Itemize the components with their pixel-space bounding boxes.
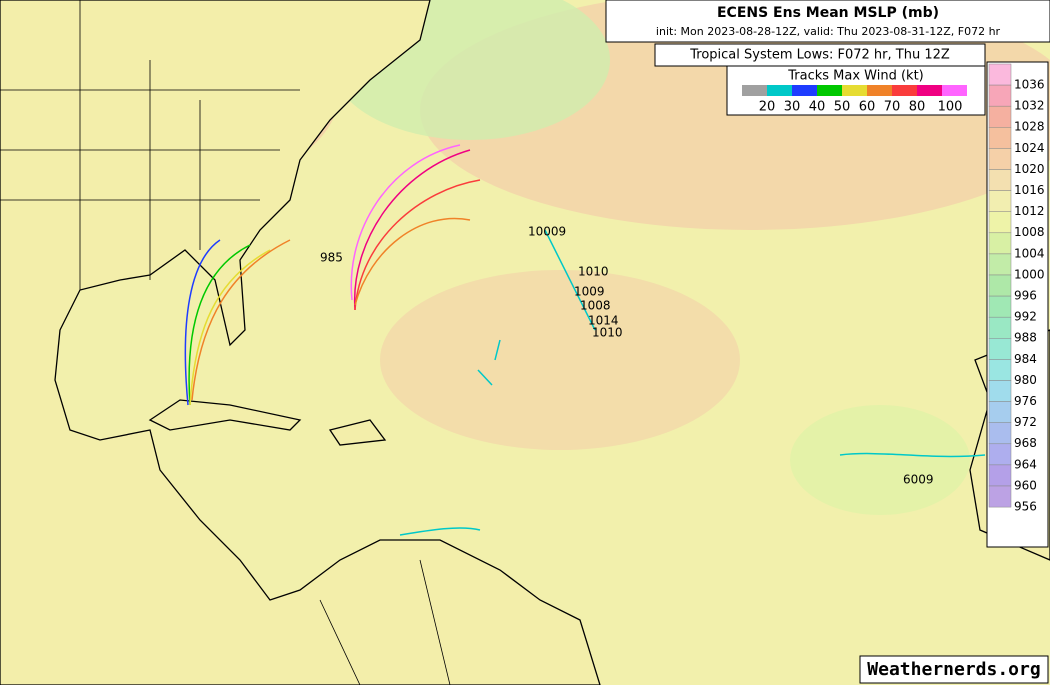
watermark: Weathernerds.org (867, 659, 1040, 680)
track-label: 1008 (580, 299, 611, 313)
track-label: 1009 (574, 285, 605, 299)
colorbar-swatch (988, 401, 1012, 423)
colorbar-label: 988 (1014, 331, 1037, 345)
colorbar-swatch (988, 169, 1012, 191)
wind-label: 40 (809, 100, 826, 115)
colorbar-swatch (988, 464, 1012, 487)
colorbar-label: 1004 (1014, 246, 1045, 260)
colorbar-label: 996 (1014, 289, 1037, 303)
track-label: 10009 (528, 225, 566, 239)
colorbar-swatch (988, 443, 1012, 466)
lows-title: Tropical System Lows: F072 hr, Thu 12Z (689, 48, 950, 63)
colorbar-swatch (988, 127, 1012, 149)
colorbar-label: 1020 (1014, 162, 1045, 176)
colorbar-swatch (988, 422, 1012, 445)
wind-label: 50 (834, 100, 851, 115)
wind-swatch (767, 85, 792, 96)
colorbar-label: 1024 (1014, 141, 1045, 155)
wind-swatch (817, 85, 842, 96)
colorbar-label: 1028 (1014, 120, 1045, 134)
colorbar-label: 956 (1014, 500, 1037, 514)
colorbar-swatch (988, 148, 1012, 170)
track-label: 6009 (903, 473, 934, 487)
wind-swatch (917, 85, 942, 96)
title: ECENS Ens Mean MSLP (mb) (717, 5, 939, 21)
colorbar-label: 1012 (1014, 204, 1045, 218)
wind-label: 80 (909, 100, 926, 115)
subtitle: init: Mon 2023-08-28-12Z, valid: Thu 202… (656, 25, 1001, 38)
colorbar-swatch (988, 295, 1012, 318)
colorbar-swatch (988, 211, 1012, 234)
colorbar: 1036 1032 1028 1024 1020 1016 1012 1008 1004 1000… (986, 61, 1049, 548)
colorbar-swatch (988, 84, 1012, 107)
wind-swatch (842, 85, 867, 96)
colorbar-swatch (988, 105, 1012, 128)
colorbar-label: 1036 (1014, 78, 1045, 92)
colorbar-swatch (988, 190, 1012, 212)
colorbar-label: 1008 (1014, 225, 1045, 239)
watermark-box: Weathernerds.org (859, 655, 1049, 684)
colorbar-swatch (988, 253, 1012, 276)
wind-legend: Tracks Max Wind (kt) 20 30 40 50 60 70 80 100 (726, 65, 986, 116)
colorbar-label: 960 (1014, 478, 1037, 492)
track-label: 1014 (588, 314, 619, 328)
wind-swatch (742, 85, 767, 96)
wind-label: 30 (784, 100, 801, 115)
colorbar-label: 1000 (1014, 267, 1045, 281)
track-label: 1010 (592, 326, 623, 340)
colorbar-label: 964 (1014, 457, 1037, 471)
colorbar-swatch (988, 274, 1012, 297)
track-label: 985 (320, 251, 343, 265)
wind-swatch (867, 85, 892, 96)
colorbar-swatch (988, 380, 1012, 402)
colorbar-swatch (988, 359, 1012, 381)
wind-label: 100 (938, 100, 963, 115)
wind-legend-title: Tracks Max Wind (kt) (787, 69, 924, 84)
storm-tracks (184, 144, 986, 536)
wind-swatch (792, 85, 817, 96)
colorbar-swatch (988, 232, 1012, 255)
wind-label: 20 (759, 100, 776, 115)
wind-label: 70 (884, 100, 901, 115)
colorbar-label: 976 (1014, 394, 1037, 408)
title-box: ECENS Ens Mean MSLP (mb) init: Mon 2023-… (605, 0, 1050, 43)
colorbar-swatch (988, 338, 1012, 360)
colorbar-label: 984 (1014, 352, 1037, 366)
colorbar-swatch (988, 316, 1012, 339)
colorbar-swatch (988, 63, 1012, 86)
wind-label: 60 (859, 100, 876, 115)
lows-box: Tropical System Lows: F072 hr, Thu 12Z (654, 43, 986, 67)
colorbar-label: 972 (1014, 415, 1037, 429)
track-label: 1010 (578, 265, 609, 279)
wind-swatch (892, 85, 917, 96)
colorbar-label: 992 (1014, 310, 1037, 324)
colorbar-label: 980 (1014, 373, 1037, 387)
colorbar-label: 1016 (1014, 183, 1045, 197)
wind-swatch (942, 85, 967, 96)
colorbar-label: 968 (1014, 436, 1037, 450)
colorbar-swatch (988, 485, 1012, 508)
colorbar-label: 1032 (1014, 99, 1045, 113)
